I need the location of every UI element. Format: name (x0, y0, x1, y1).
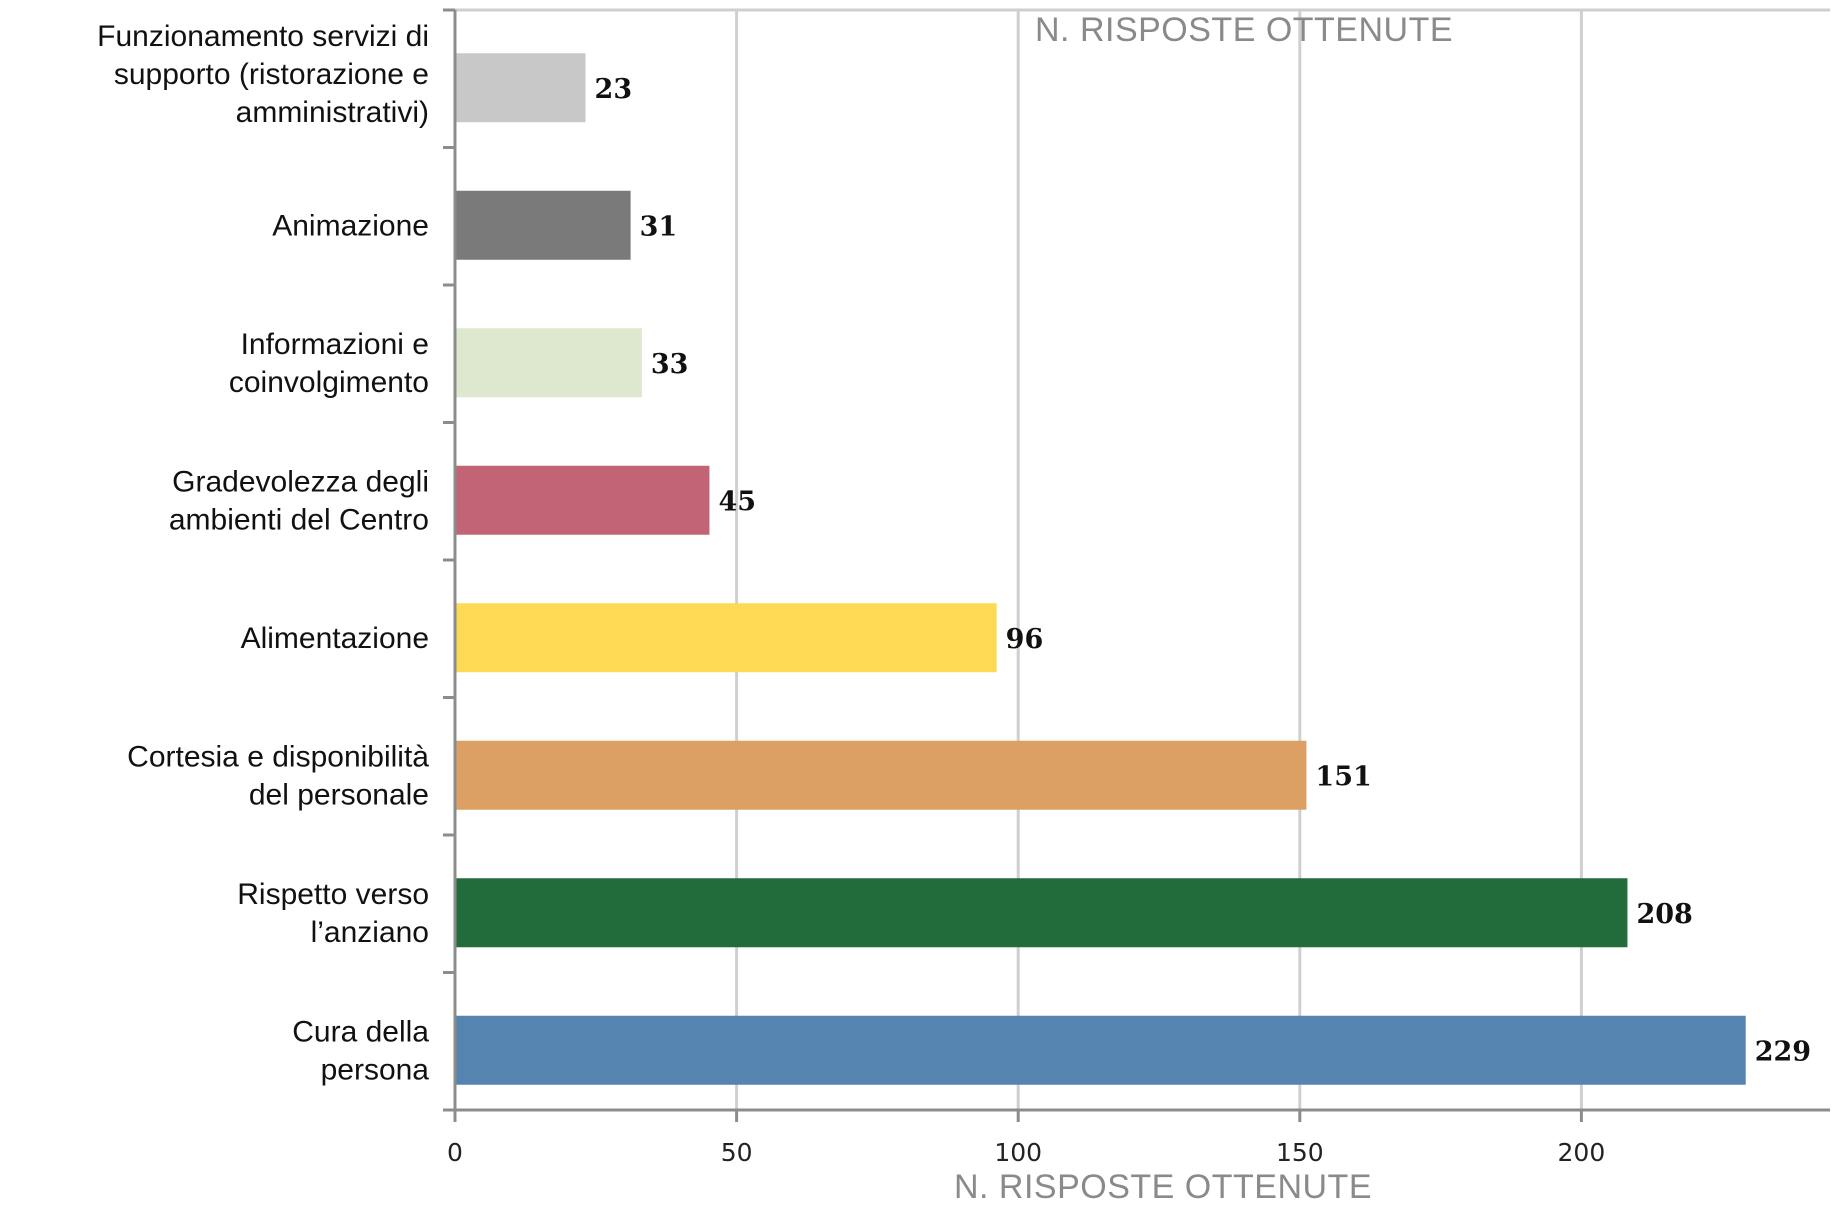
x-tick-label: 50 (721, 1138, 753, 1167)
bar (456, 465, 710, 535)
data-label: 208 (1636, 899, 1692, 930)
category-label: Gradevolezza degli ambienti del Centro (169, 465, 429, 536)
bar (456, 740, 1307, 810)
chart-title: N. RISPOSTE OTTENUTE (1035, 11, 1453, 49)
category-label: Rispetto verso l’anziano (237, 878, 429, 949)
data-label: 96 (1006, 624, 1044, 655)
data-label: 31 (640, 211, 678, 242)
category-label: Cura della persona (292, 1015, 429, 1086)
x-tick-label: 150 (1276, 1138, 1324, 1167)
data-label: 151 (1315, 761, 1371, 792)
x-axis-title: N. RISPOSTE OTTENUTE (954, 1168, 1372, 1206)
data-label: 45 (718, 486, 756, 517)
x-tick-label: 0 (447, 1138, 463, 1167)
category-label: Cortesia e disponibilità del personale (127, 740, 429, 811)
category-label: Informazioni e coinvolgimento (229, 328, 429, 399)
x-tick-label: 200 (1558, 1138, 1606, 1167)
data-label: 33 (651, 349, 689, 380)
bar (456, 1015, 1746, 1085)
bars-layer (456, 53, 1746, 1085)
x-tick-label: 100 (994, 1138, 1042, 1167)
data-label: 229 (1755, 1036, 1811, 1067)
category-label: Funzionamento servizi di supporto (ristor… (97, 20, 429, 129)
category-label: Alimentazione (241, 622, 429, 655)
bar (456, 603, 997, 673)
labels-layer: 0 50 100 150 200 23 Funzionamento servizi di su… (97, 20, 1811, 1167)
bar (456, 190, 631, 260)
bar (456, 53, 586, 123)
axis-layer (443, 8, 1830, 1122)
category-label: Animazione (272, 209, 429, 242)
bar (456, 328, 642, 398)
bar (456, 878, 1628, 948)
data-label: 23 (595, 74, 633, 105)
